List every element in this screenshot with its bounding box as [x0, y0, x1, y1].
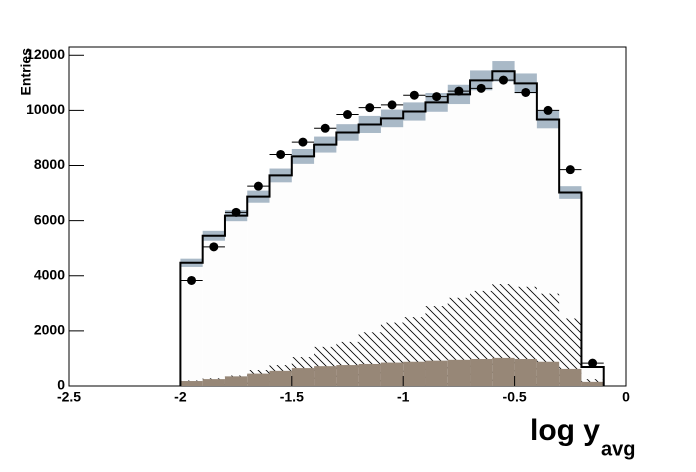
- y-tick-label: 2000: [34, 322, 65, 338]
- histogram-fill: [224, 215, 248, 386]
- x-axis-label: log y: [530, 414, 600, 447]
- brown-component: [336, 365, 359, 386]
- brown-component: [425, 360, 448, 386]
- brown-component: [224, 376, 248, 386]
- data-point: [276, 149, 286, 159]
- data-point: [454, 86, 464, 96]
- histogram-fill: [291, 156, 315, 386]
- x-tick-label: -2.5: [57, 389, 81, 405]
- histogram-fill: [180, 262, 203, 386]
- brown-component: [180, 381, 203, 386]
- data-point: [320, 123, 330, 133]
- x-tick-label: -2: [174, 389, 187, 405]
- brown-component: [291, 368, 315, 386]
- histogram-fill: [314, 144, 337, 386]
- data-point: [231, 207, 241, 217]
- x-tick-label: -1.5: [280, 389, 304, 405]
- histogram-outline: [179, 70, 605, 386]
- x-axis-label-sub: avg: [601, 438, 635, 460]
- y-tick-label: 12000: [26, 46, 65, 62]
- data-point: [387, 100, 397, 110]
- data-point: [253, 181, 263, 191]
- x-tick-label: -1: [397, 389, 410, 405]
- brown-component: [447, 359, 471, 386]
- y-tick-label: 8000: [34, 156, 65, 172]
- brown-component: [403, 361, 426, 386]
- histogram-fill: [336, 132, 359, 386]
- histogram-fill: [269, 175, 292, 386]
- y-axis-label: Entries: [18, 48, 34, 96]
- data-point: [365, 103, 375, 113]
- data-point: [432, 92, 442, 102]
- brown-component: [492, 357, 515, 386]
- brown-component: [380, 362, 404, 386]
- y-tick-label: 4000: [34, 266, 65, 282]
- data-point: [298, 137, 308, 147]
- histogram-fill: [358, 124, 381, 386]
- brown-component: [559, 368, 582, 386]
- brown-component: [269, 370, 292, 386]
- brown-component: [202, 379, 225, 386]
- y-tick-label: 0: [57, 377, 65, 393]
- data-point: [209, 242, 219, 252]
- data-point: [543, 105, 553, 115]
- data-point: [588, 358, 598, 368]
- brown-component: [358, 363, 381, 386]
- data-point: [521, 87, 531, 97]
- data-point: [187, 275, 197, 285]
- histogram-fill: [380, 118, 404, 386]
- brown-component: [514, 358, 537, 386]
- x-tick-label: -0.5: [503, 389, 527, 405]
- brown-component: [247, 373, 270, 386]
- x-tick-label: 0: [622, 389, 630, 405]
- brown-component: [581, 381, 604, 386]
- histogram-fill: [202, 235, 225, 386]
- brown-component: [536, 361, 560, 386]
- data-point: [498, 75, 508, 85]
- y-tick-label: 10000: [26, 101, 65, 117]
- data-point: [565, 165, 575, 175]
- brown-component: [314, 366, 337, 386]
- data-point: [476, 83, 486, 93]
- data-point: [343, 110, 352, 120]
- brown-component: [470, 358, 493, 386]
- histogram-fill: [247, 196, 270, 386]
- data-point: [409, 90, 419, 100]
- y-tick-label: 6000: [34, 211, 65, 227]
